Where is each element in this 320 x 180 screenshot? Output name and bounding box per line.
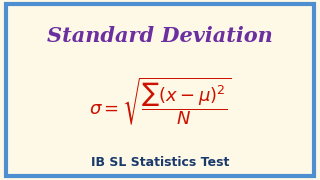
Text: Standard Deviation: Standard Deviation	[47, 26, 273, 46]
Text: $\sigma = \sqrt{\dfrac{\sum(x-\mu)^{2}}{N}}$: $\sigma = \sqrt{\dfrac{\sum(x-\mu)^{2}}{…	[89, 75, 231, 127]
Text: IB SL Statistics Test: IB SL Statistics Test	[91, 156, 229, 168]
